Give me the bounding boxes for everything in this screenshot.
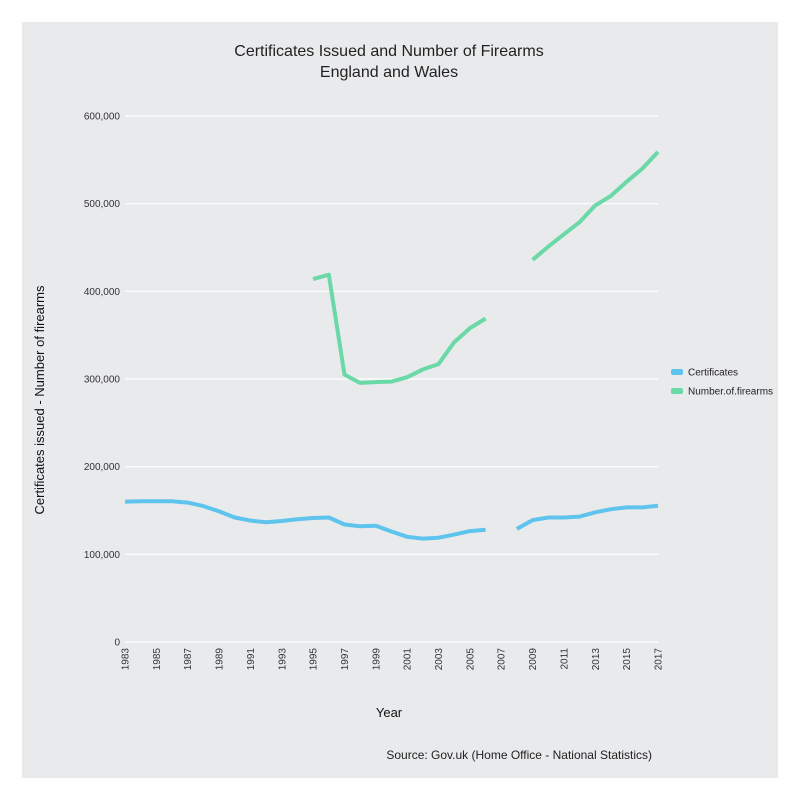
- x-axis-ticks: 1983 1985 1987 1989 1991 1993 1995 1997 1999 2001…: [121, 648, 665, 671]
- series-line: [531, 150, 660, 262]
- legend-swatch: [671, 388, 683, 394]
- x-tick-label: 1985: [152, 648, 163, 671]
- x-tick-label: 1989: [215, 648, 226, 671]
- y-tick-label: 400,000: [84, 287, 121, 298]
- source-note: Source: Gov.uk (Home Office - National S…: [386, 748, 652, 762]
- series-lines: [124, 150, 660, 541]
- y-tick-label: 0: [114, 638, 120, 649]
- x-tick-label: 2011: [559, 648, 570, 670]
- x-tick-label: 1997: [340, 648, 351, 671]
- x-axis-title: Year: [376, 705, 403, 720]
- x-tick-label: 2009: [528, 648, 539, 671]
- y-axis-title: Certificates issued - Number of firearms: [32, 285, 47, 515]
- x-tick-label: 2015: [622, 648, 633, 671]
- x-tick-label: 2017: [654, 648, 665, 671]
- y-tick-label: 100,000: [84, 550, 121, 561]
- series-line: [312, 272, 487, 385]
- series-line: [515, 503, 659, 531]
- x-tick-label: 1999: [371, 648, 382, 671]
- x-tick-label: 1983: [121, 648, 132, 671]
- legend: Certificates Number.of.firearms: [671, 368, 773, 398]
- series-line: [124, 499, 486, 541]
- gridlines: [125, 115, 658, 643]
- x-tick-label: 1987: [183, 648, 194, 671]
- x-tick-label: 1991: [246, 648, 257, 671]
- y-tick-label: 300,000: [84, 375, 121, 386]
- chart-subtitle: England and Wales: [320, 64, 458, 81]
- chart-title: Certificates Issued and Number of Firear…: [234, 43, 543, 60]
- x-tick-label: 2003: [434, 648, 445, 671]
- x-tick-label: 2001: [403, 648, 414, 671]
- legend-label: Certificates: [688, 368, 738, 379]
- y-axis-ticks: 0 100,000 200,000 300,000 400,000 500,000 600,…: [84, 112, 121, 649]
- x-tick-label: 2007: [497, 648, 508, 671]
- x-tick-label: 1995: [309, 648, 320, 671]
- legend-swatch: [671, 369, 683, 375]
- x-tick-label: 2013: [591, 648, 602, 671]
- y-tick-label: 200,000: [84, 462, 121, 473]
- x-tick-label: 2005: [465, 648, 476, 671]
- y-tick-label: 600,000: [84, 112, 121, 123]
- y-tick-label: 500,000: [84, 199, 121, 210]
- x-tick-label: 1993: [277, 648, 288, 671]
- legend-label: Number.of.firearms: [688, 387, 773, 398]
- chart-panel: Certificates Issued and Number of Firear…: [22, 22, 778, 778]
- line-chart: Certificates Issued and Number of Firear…: [32, 43, 773, 762]
